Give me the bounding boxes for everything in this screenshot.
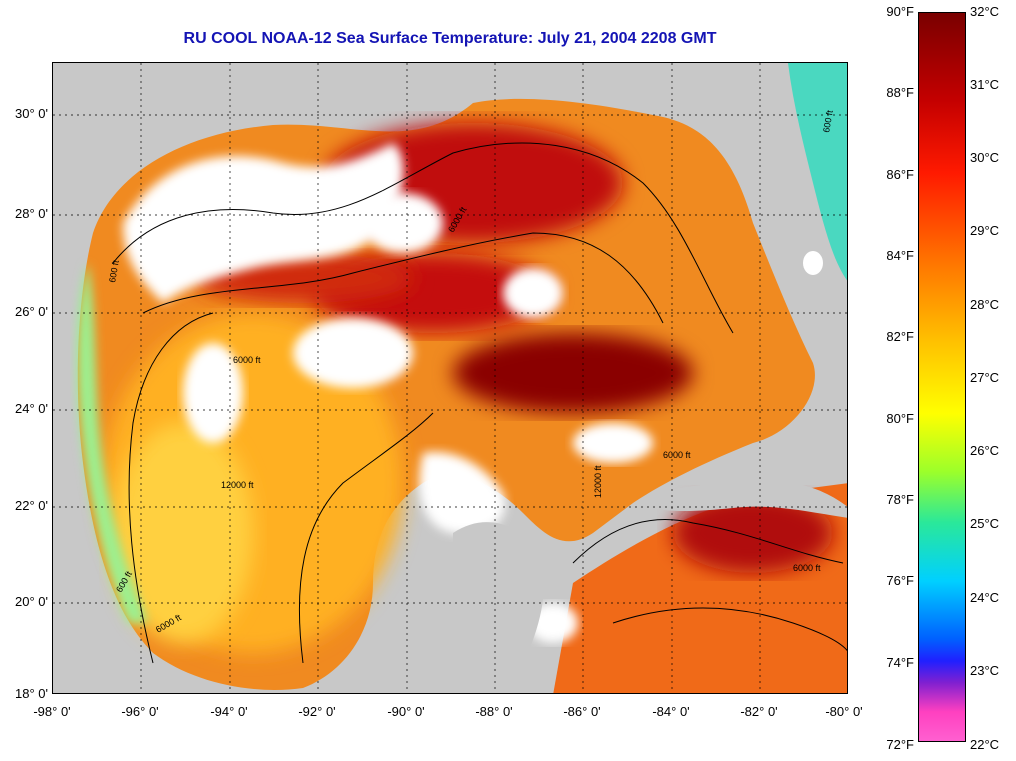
- contour-label: 6000 ft: [233, 355, 261, 365]
- colorbar-f-label: 72°F: [886, 737, 914, 752]
- lat-label: 22° 0': [15, 498, 48, 513]
- colorbar-c-label: 27°C: [970, 370, 1000, 385]
- contour-label: 6000 ft: [663, 450, 691, 460]
- colorbar-f-label: 76°F: [886, 573, 914, 588]
- caribbean-hot-zone: [673, 493, 833, 573]
- sst-map-graphic: 600 ft 6000 ft 600 ft 6000 ft 12000 ft 6…: [53, 63, 847, 693]
- lon-label: -92° 0': [298, 704, 336, 719]
- colorbar-f-label: 82°F: [886, 329, 914, 344]
- lon-label: -80° 0': [825, 704, 863, 719]
- colorbar-f-label: 88°F: [886, 85, 914, 100]
- loop-current-hot-zone: [453, 333, 693, 413]
- western-gulf-yellow-zone: [113, 423, 253, 643]
- colorbar-c-label: 25°C: [970, 516, 1000, 531]
- colorbar-f-label: 80°F: [886, 411, 914, 426]
- contour-label: 600 ft: [107, 259, 121, 283]
- lat-label: 20° 0': [15, 594, 48, 609]
- graticule: [53, 63, 847, 693]
- colorbar-f-label: 74°F: [886, 655, 914, 670]
- colorbar-c-label: 29°C: [970, 223, 1000, 238]
- cuba-land: [653, 481, 847, 518]
- lon-label: -86° 0': [563, 704, 601, 719]
- colorbar-f-label: 78°F: [886, 492, 914, 507]
- colorbar-c-label: 24°C: [970, 590, 1000, 605]
- lat-label: 30° 0': [15, 106, 48, 121]
- lat-label: 24° 0': [15, 401, 48, 416]
- contour-label: 12000 ft: [593, 465, 603, 498]
- lon-label: -98° 0': [33, 704, 71, 719]
- lon-label: -84° 0': [652, 704, 690, 719]
- lon-label: -82° 0': [740, 704, 778, 719]
- colorbar-c-label: 22°C: [970, 737, 1000, 752]
- lat-label: 18° 0': [15, 686, 48, 701]
- colorbar-c-label: 32°C: [970, 4, 1000, 19]
- colorbar-f-label: 84°F: [886, 248, 914, 263]
- colorbar-c-label: 30°C: [970, 150, 1000, 165]
- atlantic-water: [788, 63, 847, 281]
- contour-label: 12000 ft: [221, 480, 254, 490]
- lon-label: -88° 0': [475, 704, 513, 719]
- colorbar-c-label: 26°C: [970, 443, 1000, 458]
- sst-map: 600 ft 6000 ft 600 ft 6000 ft 12000 ft 6…: [52, 62, 848, 694]
- colorbar-f-label: 86°F: [886, 167, 914, 182]
- lat-label: 28° 0': [15, 206, 48, 221]
- contour-label: 600 ft: [821, 109, 835, 133]
- temperature-colorbar: [918, 12, 966, 742]
- lon-label: -90° 0': [387, 704, 425, 719]
- lon-label: -96° 0': [121, 704, 159, 719]
- lon-label: -94° 0': [210, 704, 248, 719]
- colorbar-f-label: 90°F: [886, 4, 914, 19]
- cloud-cover: [123, 143, 823, 643]
- chart-title: RU COOL NOAA-12 Sea Surface Temperature:…: [183, 30, 717, 47]
- lat-label: 26° 0': [15, 304, 48, 319]
- western-coastal-cool-strip: [77, 263, 148, 623]
- colorbar-c-label: 23°C: [970, 663, 1000, 678]
- colorbar-c-label: 31°C: [970, 77, 1000, 92]
- yucatan-land: [453, 522, 544, 693]
- contour-label: 6000 ft: [793, 563, 821, 573]
- colorbar-c-label: 28°C: [970, 297, 1000, 312]
